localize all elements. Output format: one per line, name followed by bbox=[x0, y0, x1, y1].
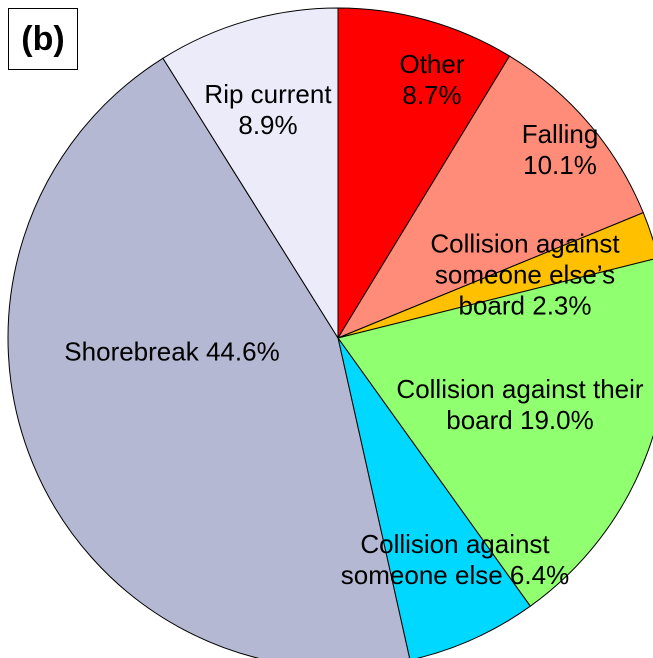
slice-label: Collision against someone else 6.4% bbox=[335, 529, 575, 591]
category-label: Other bbox=[399, 49, 465, 79]
value-label: 44.6% bbox=[205, 336, 280, 367]
category-label: Collision against someone else bbox=[340, 529, 550, 590]
slice-label: Falling 10.1% bbox=[500, 119, 620, 181]
slice-label: Other 8.7% bbox=[382, 49, 482, 111]
category-label: Falling bbox=[521, 119, 599, 149]
slice-label: Shorebreak 44.6% bbox=[64, 337, 279, 368]
chart-title: (b) bbox=[8, 8, 78, 70]
category-label: Collision against someone else’s board bbox=[430, 228, 620, 321]
category-label: Rip current bbox=[204, 79, 332, 109]
slice-label: Collision against their board 19.0% bbox=[383, 374, 653, 436]
pie-slice bbox=[162, 7, 339, 340]
category-label: Shorebreak bbox=[64, 336, 199, 367]
pie-slice bbox=[337, 7, 511, 340]
value-label: 19.0% bbox=[520, 405, 594, 435]
pie-slice bbox=[337, 337, 531, 658]
pie-slice bbox=[336, 55, 644, 340]
value-label: 8.9% bbox=[238, 110, 298, 140]
pie-slice bbox=[337, 258, 653, 607]
value-label: 2.3% bbox=[532, 290, 592, 321]
value-label: 10.1% bbox=[523, 150, 597, 180]
value-label: 6.4% bbox=[509, 560, 570, 590]
value-label: 8.7% bbox=[402, 80, 462, 110]
slice-label: Collision against someone else’s board 2… bbox=[400, 229, 650, 322]
category-label: Collision against their board bbox=[396, 374, 644, 435]
slice-label: Rip current 8.9% bbox=[178, 79, 358, 141]
pie-slice bbox=[7, 57, 411, 658]
pie-slice bbox=[337, 212, 653, 339]
